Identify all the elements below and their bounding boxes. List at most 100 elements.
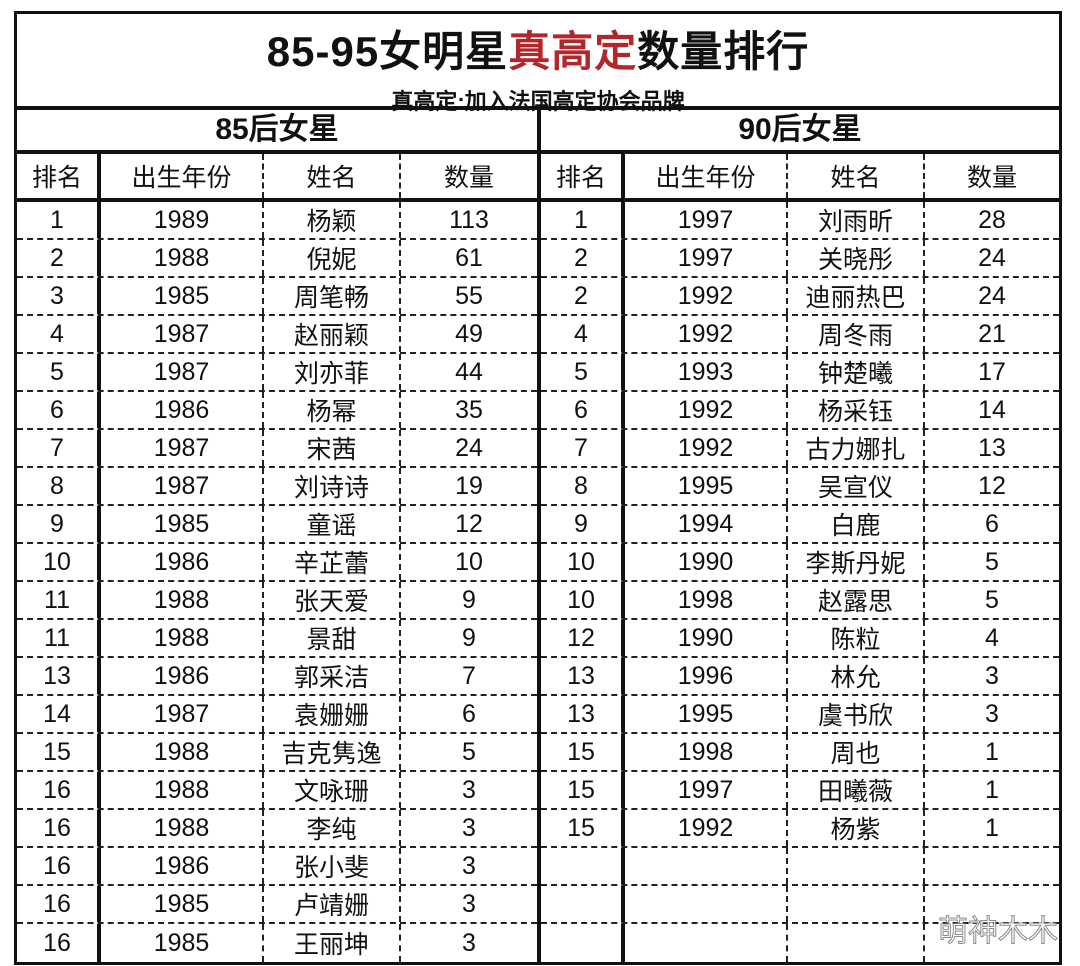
cell-count: 24: [978, 243, 1006, 272]
table-row: 5 1993 钟楚曦 17: [541, 354, 1059, 392]
table-row: 8 1987 刘诗诗 19: [17, 468, 537, 506]
cell-rank: 10: [541, 582, 625, 618]
cell-name: 王丽坤: [264, 924, 401, 962]
cell-rank: 16: [17, 810, 101, 846]
cell-name: 林允: [788, 658, 925, 694]
cell-birth-year: 1988: [101, 240, 264, 276]
cell-rank: 11: [17, 582, 101, 618]
cell-rank: 13: [541, 696, 625, 732]
cell-rank: 8: [541, 468, 625, 504]
column-header-name: 姓名: [788, 154, 925, 198]
cell-name: 吉克隽逸: [264, 734, 401, 770]
column-header-count: 数量: [443, 164, 494, 192]
cell-birth-year: 1998: [625, 582, 788, 618]
cell-count: 113: [449, 205, 489, 234]
cell-rank: 5: [17, 354, 101, 390]
column-header-count: 数量: [966, 164, 1017, 192]
column-header-rank: 排名: [541, 154, 625, 198]
cell-birth-year: 1995: [625, 696, 788, 732]
cell-rank: 11: [17, 620, 101, 656]
cell-count: 3: [985, 661, 999, 690]
cell-name: 卢靖姗: [264, 886, 401, 922]
cell-count: 61: [455, 243, 483, 272]
cell-birth-year: 1988: [101, 772, 264, 808]
title-part2: 数量排行: [637, 28, 810, 75]
cell-name: 宋茜: [264, 430, 401, 466]
cell-name: 袁姗姗: [264, 696, 401, 732]
cell-rank: 16: [17, 886, 101, 922]
column-header-name: 姓名: [264, 154, 401, 198]
table-row: 4 1992 周冬雨 21: [541, 316, 1059, 354]
cell-name: 郭采洁: [264, 658, 401, 694]
cell-count: 3: [985, 699, 999, 728]
cell-birth-year: 1988: [101, 582, 264, 618]
cell-count: 44: [455, 357, 483, 386]
cell-name: 钟楚曦: [788, 354, 925, 390]
cell-rank: 2: [541, 278, 625, 314]
cell-name: 刘雨昕: [788, 202, 925, 238]
cell-birth-year: 1997: [625, 202, 788, 238]
section-90: 90后女星 排名 出生年份 姓名 数量 1 1997 刘雨昕 28 2 1997 关晓彤 24 2 199…: [541, 14, 1059, 962]
cell-count: 5: [462, 737, 476, 766]
page-title: 85-95女明星真高定数量排行: [17, 18, 1059, 79]
divider: [537, 108, 541, 962]
cell-count: 12: [455, 509, 483, 538]
cell-rank: 13: [17, 658, 101, 694]
column-header-birth-year: 出生年份: [625, 154, 788, 198]
cell-count: 35: [455, 395, 483, 424]
cell-name: [788, 848, 925, 884]
cell-count: 55: [455, 281, 483, 310]
table-row: 6 1992 杨采钰 14: [541, 392, 1059, 430]
cell-name: 周冬雨: [788, 316, 925, 352]
table-row: 11 1988 景甜 9: [17, 620, 537, 658]
cell-rank: 7: [17, 430, 101, 466]
table-row: 8 1995 吴宣仪 12: [541, 468, 1059, 506]
cell-rank: [541, 848, 625, 884]
cell-name: [788, 924, 925, 962]
table-row: 10 1998 赵露思 5: [541, 582, 1059, 620]
table-row: 10 1986 辛芷蕾 10: [17, 544, 537, 582]
cell-rank: 14: [17, 696, 101, 732]
cell-birth-year: 1985: [101, 924, 264, 962]
cell-count: 24: [455, 433, 483, 462]
table-row: 15 1988 吉克隽逸 5: [17, 734, 537, 772]
cell-name: 张天爱: [264, 582, 401, 618]
cell-birth-year: 1992: [625, 430, 788, 466]
cell-count: 12: [978, 471, 1006, 500]
cell-count: 9: [462, 623, 476, 652]
cell-count: 1: [985, 813, 999, 842]
watermark: 萌神木木: [938, 915, 1059, 949]
table-row: 16 1988 李纯 3: [17, 810, 537, 848]
cell-count: 3: [462, 775, 476, 804]
cell-rank: 5: [541, 354, 625, 390]
cell-count: 6: [462, 699, 476, 728]
cell-name: 杨颖: [264, 202, 401, 238]
cell-name: 陈粒: [788, 620, 925, 656]
cell-name: 田曦薇: [788, 772, 925, 808]
cell-birth-year: 1987: [101, 430, 264, 466]
cell-birth-year: 1989: [101, 202, 264, 238]
cell-rank: 16: [17, 924, 101, 962]
cell-rank: 15: [541, 734, 625, 770]
cell-rank: 13: [541, 658, 625, 694]
table-row: 5 1987 刘亦菲 44: [17, 354, 537, 392]
cell-birth-year: 1985: [101, 278, 264, 314]
cell-birth-year: 1990: [625, 544, 788, 580]
cell-rank: 6: [17, 392, 101, 428]
cell-birth-year: 1995: [625, 468, 788, 504]
table-row: [541, 848, 1059, 886]
cell-rank: 4: [541, 316, 625, 352]
cell-birth-year: 1997: [625, 240, 788, 276]
cell-birth-year: 1988: [101, 734, 264, 770]
title-part1: 85-95女明星: [266, 28, 509, 75]
table-row: 10 1990 李斯丹妮 5: [541, 544, 1059, 582]
cell-rank: [541, 924, 625, 962]
section-grid: 排名 出生年份 姓名 数量 1 1997 刘雨昕 28 2 1997 关晓彤 24 2 1992 迪丽热巴 2…: [541, 154, 1059, 962]
column-header-birth-year: 出生年份: [101, 154, 264, 198]
table-row: 16 1988 文咏珊 3: [17, 772, 537, 810]
table-row: 13 1996 林允 3: [541, 658, 1059, 696]
cell-name: 关晓彤: [788, 240, 925, 276]
cell-name: 张小斐: [264, 848, 401, 884]
table-row: 6 1986 杨幂 35: [17, 392, 537, 430]
cell-count: 1: [985, 737, 999, 766]
